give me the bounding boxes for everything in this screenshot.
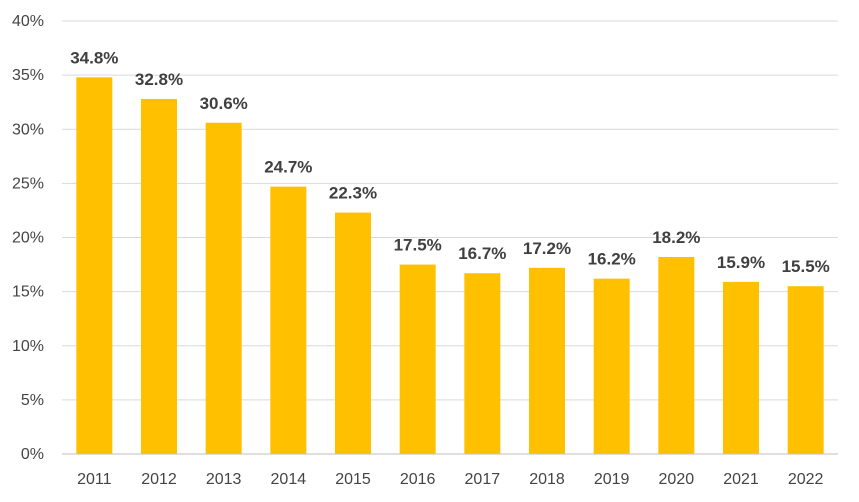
y-axis: 0% 5% 10% 15% 20% 25% 30% 35% 40% [12, 13, 44, 463]
x-axis: 2011 2012 2013 2014 2015 2016 2017 2018 2019 2020… [62, 453, 838, 488]
y-tick-label: 30% [12, 121, 44, 138]
x-tick-label: 2022 [788, 471, 824, 488]
bar [593, 278, 630, 454]
x-tick-label: 2016 [400, 471, 436, 488]
x-tick-label: 2019 [594, 471, 630, 488]
data-label: 34.8% [70, 48, 118, 67]
x-tick-label: 2018 [529, 471, 565, 488]
bar [335, 212, 371, 454]
bar [529, 267, 565, 454]
bars [76, 77, 824, 454]
y-tick-label: 25% [12, 175, 44, 192]
data-labels: 34.8% 32.8% 30.6% 24.7% 22.3% 17.5% 16.7% 17.2%… [70, 48, 830, 276]
data-label: 17.5% [394, 236, 442, 255]
data-label: 17.2% [523, 239, 571, 258]
y-tick-label: 0% [21, 446, 44, 463]
data-label: 30.6% [200, 94, 248, 113]
y-tick-label: 5% [21, 392, 44, 409]
data-label: 15.5% [782, 257, 830, 276]
x-tick-label: 2012 [141, 471, 177, 488]
y-tick-label: 35% [12, 67, 44, 84]
data-label: 18.2% [652, 228, 700, 247]
x-tick-label: 2014 [271, 471, 307, 488]
x-tick-label: 2015 [335, 471, 371, 488]
x-tick-label: 2017 [465, 471, 501, 488]
y-tick-label: 40% [12, 13, 44, 30]
bar [76, 77, 113, 454]
data-label: 15.9% [717, 253, 765, 272]
y-tick-label: 20% [12, 230, 44, 247]
y-tick-label: 10% [12, 338, 44, 355]
gridlines [62, 20, 838, 401]
x-tick-label: 2020 [659, 471, 695, 488]
bar [787, 286, 824, 454]
data-label: 24.7% [264, 158, 312, 177]
x-tick-label: 2011 [77, 471, 112, 488]
data-label: 16.2% [588, 250, 636, 269]
bar [270, 186, 307, 454]
data-label: 22.3% [329, 184, 377, 203]
data-label: 32.8% [135, 70, 183, 89]
bar [723, 281, 759, 454]
bar [464, 273, 501, 454]
bar [205, 122, 242, 454]
y-tick-label: 15% [12, 284, 44, 301]
x-tick-label: 2021 [723, 471, 759, 488]
x-tick-label: 2013 [206, 471, 242, 488]
bar [141, 98, 177, 454]
bar [658, 256, 695, 454]
data-label: 16.7% [458, 244, 506, 263]
bar [399, 264, 436, 454]
